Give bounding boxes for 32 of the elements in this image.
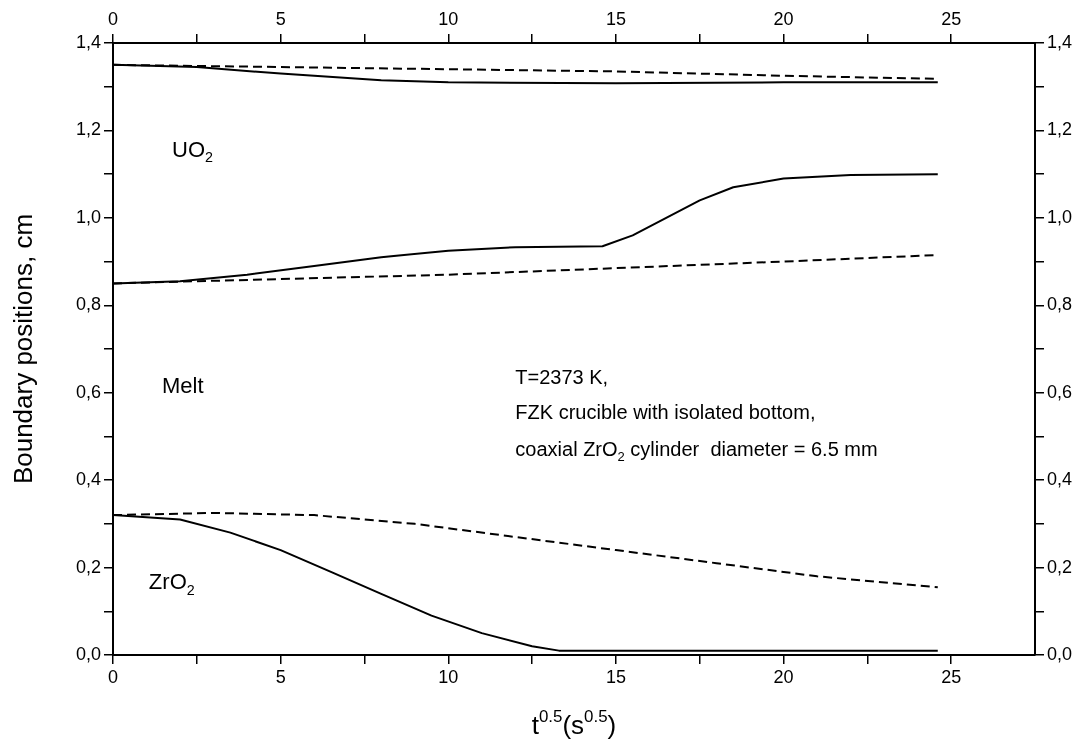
y-tick-label: 0,2 [75, 556, 101, 577]
y2-tick-label: 0,8 [1047, 294, 1073, 315]
y2-tick-label: 1,0 [1047, 206, 1073, 227]
x2-tick-label: 0 [107, 9, 119, 30]
x2-tick-label: 25 [941, 9, 962, 30]
x2-tick-label: 10 [438, 9, 459, 30]
y-tick-label: 0,8 [75, 294, 101, 315]
x-tick-label: 0 [107, 666, 119, 687]
y-tick-label: 0,4 [75, 469, 101, 490]
y-tick-label: 0,0 [75, 643, 101, 664]
x2-tick-label: 5 [275, 9, 286, 30]
x-tick-label: 10 [438, 666, 459, 687]
y2-tick-label: 1,2 [1047, 119, 1073, 140]
x2-tick-label: 20 [773, 9, 794, 30]
y-tick-label: 0,6 [75, 381, 101, 402]
y-tick-label: 1,4 [75, 31, 101, 52]
x-tick-label: 25 [941, 666, 962, 687]
x2-tick-label: 15 [605, 9, 626, 30]
y2-tick-label: 0,6 [1047, 381, 1073, 402]
y2-tick-label: 1,4 [1047, 31, 1073, 52]
y2-tick-label: 0,2 [1047, 556, 1073, 577]
annotation: Melt [161, 372, 204, 398]
y-tick-label: 1,0 [75, 206, 101, 227]
annotation: T=2373 K, [515, 365, 609, 388]
x-tick-label: 20 [773, 666, 794, 687]
y2-tick-label: 0,4 [1047, 469, 1073, 490]
y-axis-title: Boundary positions, cm [8, 213, 38, 485]
x-tick-label: 15 [605, 666, 626, 687]
y2-tick-label: 0,0 [1047, 643, 1073, 664]
x-tick-label: 5 [275, 666, 286, 687]
y-tick-label: 1,2 [75, 119, 101, 140]
annotation: FZK crucible with isolated bottom, [515, 400, 816, 423]
